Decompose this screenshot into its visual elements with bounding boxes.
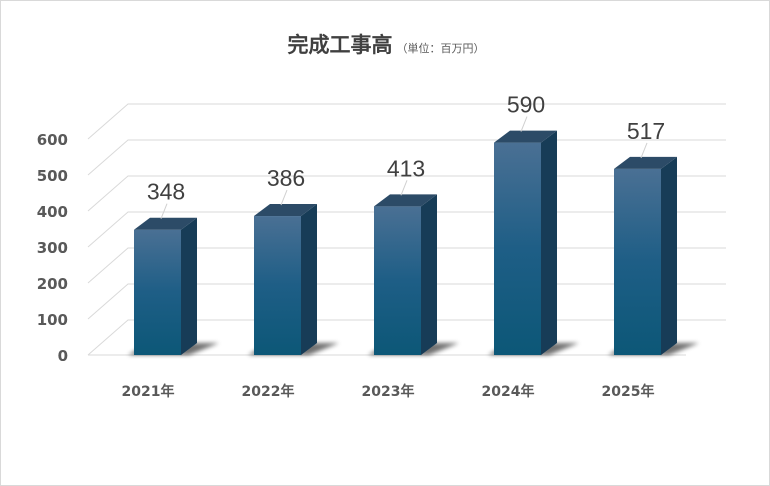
bar-top-face (254, 204, 317, 217)
data-label-leader (520, 116, 528, 132)
y-tick-label: 300 (37, 239, 68, 257)
bar-top-face (494, 130, 557, 143)
bar-side-face (541, 130, 557, 355)
chart-title: 完成工事高 (287, 33, 393, 57)
bar-side-face (421, 194, 437, 355)
data-label-leader (640, 142, 648, 159)
chart-title-area: 完成工事高 （単位：百万円） (1, 29, 770, 59)
y-tick-label: 100 (37, 311, 68, 329)
x-tick-label: 2024年 (482, 383, 535, 400)
y-tick-label: 200 (37, 275, 68, 293)
x-axis: 2021年 2022年 2023年 2024年 2025年 (122, 383, 655, 400)
data-label: 590 (507, 92, 545, 118)
x-tick-label: 2023年 (362, 383, 415, 400)
data-label-leader (160, 203, 168, 219)
bar: 348 (128, 179, 219, 355)
x-tick-label: 2021年 (122, 383, 175, 400)
x-tick-label: 2025年 (602, 383, 655, 400)
bar-side-face (661, 156, 677, 355)
x-tick-label: 2022年 (242, 383, 295, 400)
y-tick-label: 500 (37, 167, 68, 185)
y-tick-label: 600 (37, 131, 68, 149)
bar: 517 (608, 118, 699, 355)
y-tick-label: 400 (37, 203, 68, 221)
bar-front-face (254, 216, 301, 355)
bar-front-face (494, 142, 541, 355)
bar: 590 (488, 92, 579, 355)
bars: 348 386 413 590 517 (128, 92, 699, 355)
bar: 413 (368, 155, 459, 355)
data-label: 517 (627, 118, 665, 144)
data-label-leader (400, 180, 408, 196)
y-axis: 0 100 200 300 400 500 600 (37, 131, 68, 365)
chart-unit-label: （単位：百万円） (396, 42, 485, 55)
y-tick-label: 0 (58, 347, 68, 365)
bar-front-face (614, 168, 661, 355)
data-label: 386 (267, 165, 305, 191)
bar-front-face (134, 229, 181, 355)
data-label-leader (280, 189, 288, 206)
bar-top-face (374, 194, 437, 207)
bar-top-face (134, 217, 197, 230)
bar-side-face (181, 217, 197, 355)
bar: 386 (248, 165, 339, 355)
bar-top-face (614, 156, 677, 169)
bar-front-face (374, 206, 421, 355)
gridline (87, 103, 726, 140)
bar-side-face (301, 204, 317, 355)
data-label: 348 (147, 179, 185, 205)
data-label: 413 (387, 155, 425, 181)
